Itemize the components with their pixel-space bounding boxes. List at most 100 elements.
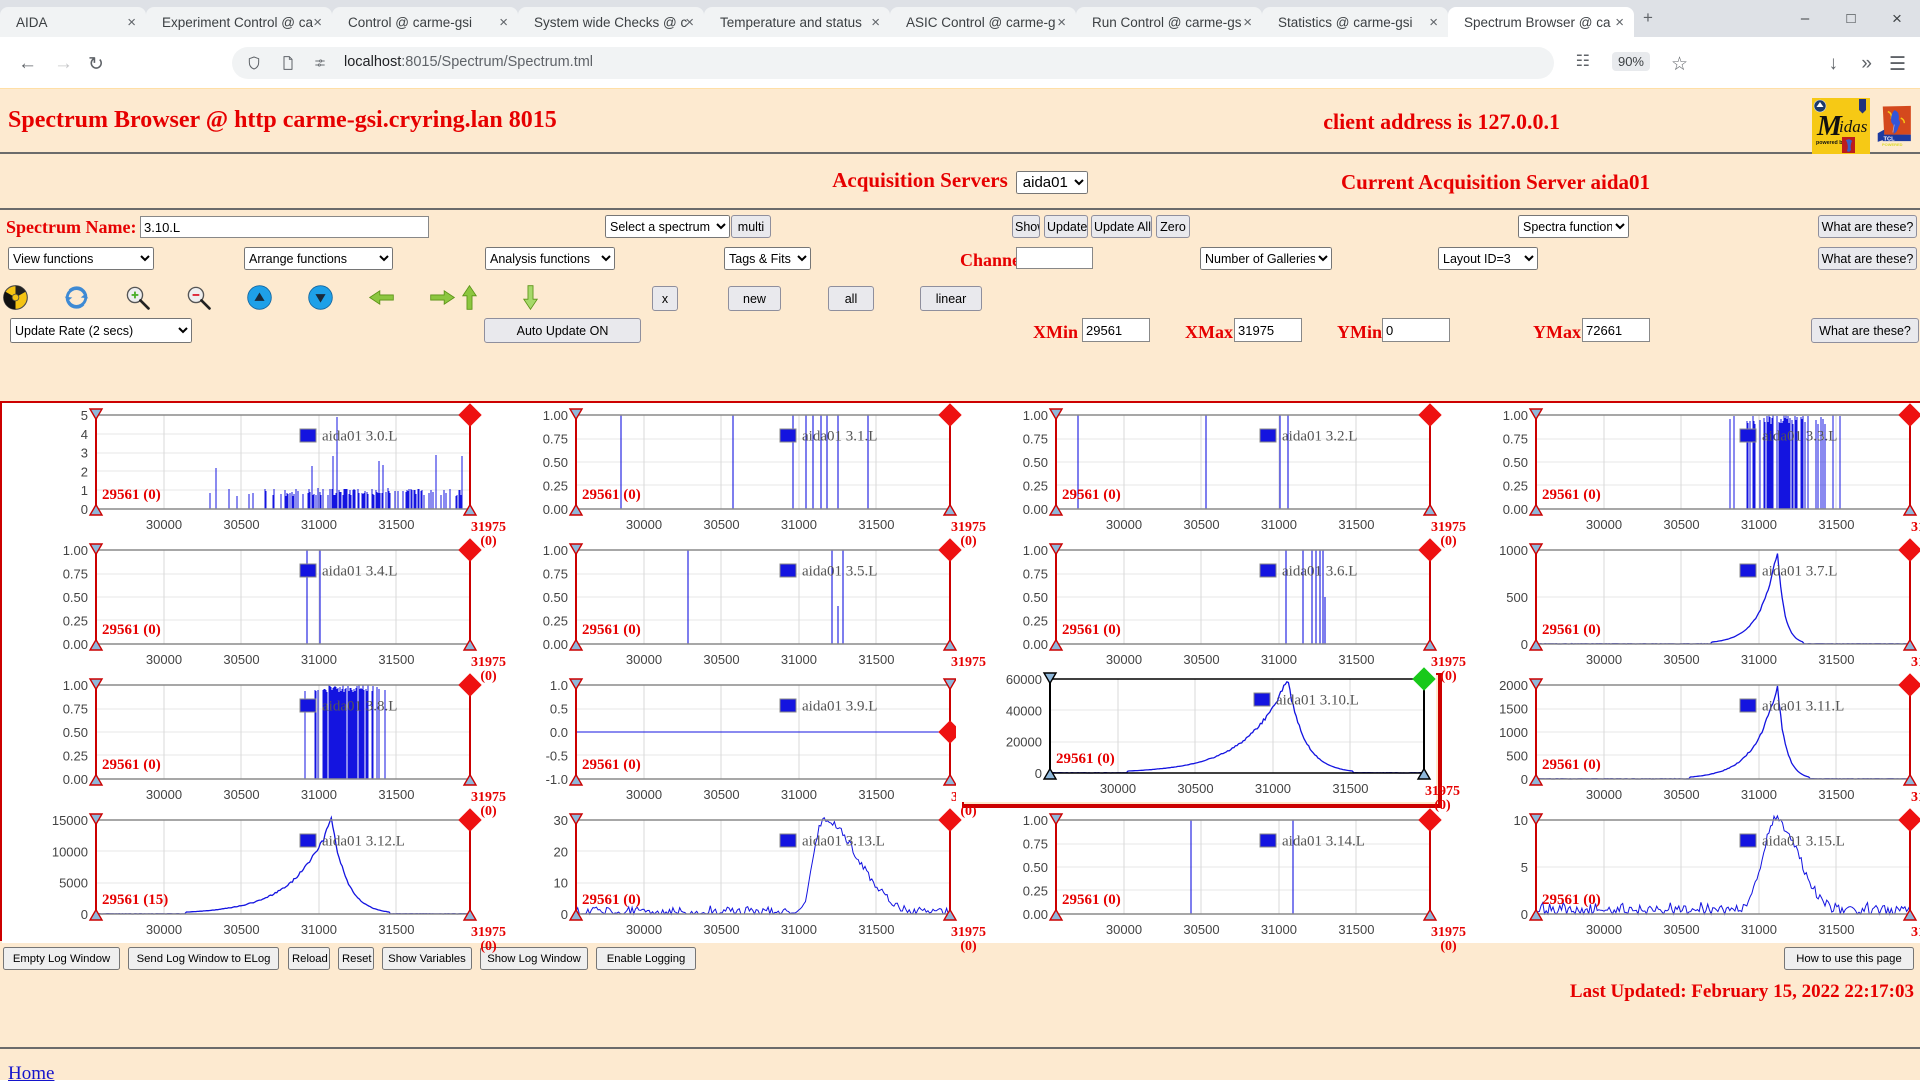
svg-text:1.00: 1.00 xyxy=(543,408,568,423)
svg-text:1.00: 1.00 xyxy=(63,543,88,558)
svg-text:31500: 31500 xyxy=(378,652,414,667)
svg-text:30500: 30500 xyxy=(1177,781,1213,796)
svg-text:31000: 31000 xyxy=(781,652,817,667)
svg-text:aida01 3.9.L: aida01 3.9.L xyxy=(802,699,877,715)
svg-text:powered by: powered by xyxy=(1816,140,1845,146)
svg-text:20000: 20000 xyxy=(1006,735,1042,750)
svg-text:3: 3 xyxy=(81,446,88,461)
svg-text:aida01 3.5.L: aida01 3.5.L xyxy=(802,564,877,580)
svg-text:31000: 31000 xyxy=(1261,922,1297,937)
svg-text:-1.0: -1.0 xyxy=(546,772,568,787)
svg-text:1: 1 xyxy=(81,483,88,498)
svg-text:31500: 31500 xyxy=(858,787,894,802)
svg-text:30500: 30500 xyxy=(1663,922,1699,937)
svg-text:0.25: 0.25 xyxy=(543,614,568,629)
svg-text:1.0: 1.0 xyxy=(550,678,568,693)
svg-text:2000: 2000 xyxy=(1499,678,1528,693)
svg-text:30000: 30000 xyxy=(146,787,182,802)
svg-text:4: 4 xyxy=(81,427,88,442)
svg-text:30000: 30000 xyxy=(626,922,662,937)
svg-text:aida01 3.1.L: aida01 3.1.L xyxy=(802,429,877,445)
svg-text:0.75: 0.75 xyxy=(1503,432,1528,447)
svg-text:31500: 31500 xyxy=(1818,517,1854,532)
svg-text:30500: 30500 xyxy=(1183,652,1219,667)
svg-text:30000: 30000 xyxy=(1106,922,1142,937)
svg-text:500: 500 xyxy=(1506,590,1528,605)
svg-text:0.75: 0.75 xyxy=(63,567,88,582)
svg-text:30500: 30500 xyxy=(1663,787,1699,802)
svg-text:0.00: 0.00 xyxy=(543,502,568,517)
svg-text:0.50: 0.50 xyxy=(1023,860,1048,875)
svg-text:31500: 31500 xyxy=(378,787,414,802)
svg-text:0.50: 0.50 xyxy=(543,455,568,470)
svg-text:30000: 30000 xyxy=(626,787,662,802)
svg-text:0.25: 0.25 xyxy=(543,479,568,494)
svg-text:60000: 60000 xyxy=(1006,672,1042,687)
svg-text:30500: 30500 xyxy=(223,517,259,532)
svg-text:31000: 31000 xyxy=(1741,787,1777,802)
svg-text:0: 0 xyxy=(81,502,88,517)
svg-text:15000: 15000 xyxy=(52,813,88,828)
svg-text:aida01 3.13.L: aida01 3.13.L xyxy=(802,834,885,850)
svg-text:aida01 3.0.L: aida01 3.0.L xyxy=(322,429,397,445)
svg-text:30000: 30000 xyxy=(626,517,662,532)
svg-text:30500: 30500 xyxy=(1663,517,1699,532)
svg-text:30000: 30000 xyxy=(1106,517,1142,532)
svg-text:30000: 30000 xyxy=(1586,652,1622,667)
svg-text:31000: 31000 xyxy=(301,922,337,937)
svg-text:2: 2 xyxy=(81,464,88,479)
svg-text:aida01 3.8.L: aida01 3.8.L xyxy=(322,699,397,715)
svg-text:0.00: 0.00 xyxy=(1023,637,1048,652)
svg-text:5: 5 xyxy=(1521,860,1528,875)
svg-text:30000: 30000 xyxy=(1106,652,1142,667)
svg-text:30000: 30000 xyxy=(146,922,182,937)
svg-text:0.00: 0.00 xyxy=(63,637,88,652)
svg-text:1.00: 1.00 xyxy=(1023,543,1048,558)
svg-text:31000: 31000 xyxy=(301,652,337,667)
svg-text:31500: 31500 xyxy=(1818,787,1854,802)
svg-text:0: 0 xyxy=(1521,907,1528,922)
svg-text:10000: 10000 xyxy=(52,844,88,859)
svg-text:31000: 31000 xyxy=(1741,652,1777,667)
svg-text:30000: 30000 xyxy=(1100,781,1136,796)
svg-text:31500: 31500 xyxy=(378,922,414,937)
svg-text:5: 5 xyxy=(81,408,88,423)
svg-text:0: 0 xyxy=(561,907,568,922)
svg-text:0.25: 0.25 xyxy=(63,614,88,629)
svg-text:1.00: 1.00 xyxy=(1503,408,1528,423)
svg-text:30000: 30000 xyxy=(146,517,182,532)
svg-text:0.25: 0.25 xyxy=(1023,884,1048,899)
svg-text:31500: 31500 xyxy=(1818,922,1854,937)
svg-text:40000: 40000 xyxy=(1006,703,1042,718)
svg-text:31500: 31500 xyxy=(1332,781,1368,796)
svg-text:30500: 30500 xyxy=(223,922,259,937)
svg-text:30000: 30000 xyxy=(1586,517,1622,532)
svg-text:31000: 31000 xyxy=(1255,781,1291,796)
svg-text:30500: 30500 xyxy=(223,652,259,667)
svg-text:31500: 31500 xyxy=(1818,652,1854,667)
svg-text:0.50: 0.50 xyxy=(1023,455,1048,470)
svg-text:30500: 30500 xyxy=(223,787,259,802)
svg-text:30500: 30500 xyxy=(703,517,739,532)
svg-text:idas: idas xyxy=(1839,117,1868,136)
svg-text:30500: 30500 xyxy=(703,652,739,667)
svg-text:0.75: 0.75 xyxy=(63,702,88,717)
svg-text:0: 0 xyxy=(1521,772,1528,787)
svg-text:0.00: 0.00 xyxy=(63,772,88,787)
svg-text:0.25: 0.25 xyxy=(63,749,88,764)
svg-text:31000: 31000 xyxy=(1261,517,1297,532)
svg-text:30500: 30500 xyxy=(703,922,739,937)
svg-text:30000: 30000 xyxy=(146,652,182,667)
svg-text:31000: 31000 xyxy=(1741,517,1777,532)
svg-text:0.75: 0.75 xyxy=(543,432,568,447)
svg-text:1.00: 1.00 xyxy=(1023,408,1048,423)
svg-text:31000: 31000 xyxy=(781,922,817,937)
svg-text:0.50: 0.50 xyxy=(543,590,568,605)
svg-text:0.00: 0.00 xyxy=(1023,502,1048,517)
svg-text:0.50: 0.50 xyxy=(1503,455,1528,470)
svg-text:10: 10 xyxy=(1514,813,1528,828)
svg-text:30000: 30000 xyxy=(626,652,662,667)
svg-text:0: 0 xyxy=(1521,637,1528,652)
svg-text:0.75: 0.75 xyxy=(1023,567,1048,582)
svg-text:0.00: 0.00 xyxy=(1503,502,1528,517)
